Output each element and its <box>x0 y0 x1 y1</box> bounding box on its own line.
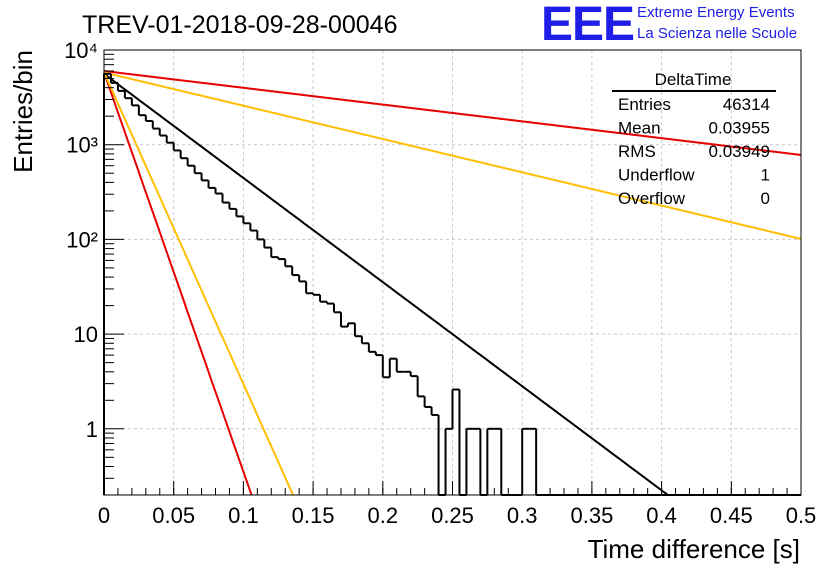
axis-ticks <box>103 49 802 496</box>
stats-box: DeltaTime Entries 46314 Mean 0.03955 RMS 0.03… <box>612 70 776 208</box>
x-tick-label: 0.5 <box>786 503 817 528</box>
x-tick-labels: 0 0.05 0.1 0.15 0.2 0.25 0.3 0.35 0.4 0.45 0.5 <box>98 503 816 528</box>
stats-label: RMS <box>618 142 656 161</box>
x-tick-label: 0.25 <box>431 503 474 528</box>
x-axis-label: Time difference [s] <box>588 534 800 564</box>
stats-label: Underflow <box>618 166 695 185</box>
stats-label: Entries <box>618 95 671 114</box>
brand-logo: EEE Extreme Energy Events La Scienza nel… <box>541 0 797 51</box>
brand-line-2: La Scienza nelle Scuole <box>637 25 797 42</box>
fit-curve <box>103 71 294 496</box>
stats-label: Mean <box>618 119 661 138</box>
stats-label: Overflow <box>618 189 686 208</box>
stats-rows: Entries 46314 Mean 0.03955 RMS 0.03949 Underfl… <box>618 95 770 208</box>
x-tick-label: 0.1 <box>228 503 259 528</box>
y-tick-label: 10² <box>66 227 98 252</box>
fit-curve <box>103 71 802 240</box>
x-tick-label: 0.2 <box>368 503 399 528</box>
stats-value: 0 <box>761 189 770 208</box>
y-tick-label: 10⁴ <box>64 38 98 63</box>
chart-title: TREV-01-2018-09-28-00046 <box>82 11 397 39</box>
fit-curve <box>103 72 253 496</box>
x-tick-label: 0.15 <box>292 503 335 528</box>
fit-curve <box>103 73 669 496</box>
stats-value: 46314 <box>723 95 770 114</box>
stats-value: 1 <box>761 166 770 185</box>
x-tick-label: 0.45 <box>710 503 753 528</box>
y-tick-label: 10³ <box>66 133 98 158</box>
y-axis-label: Entries/bin <box>8 50 38 173</box>
stats-name: DeltaTime <box>655 70 732 89</box>
y-tick-label: 1 <box>86 417 98 442</box>
x-tick-label: 0.3 <box>507 503 538 528</box>
fit-curves <box>103 70 802 496</box>
y-tick-labels: 1 10 10² 10³ 10⁴ <box>64 38 98 442</box>
brand-letters: EEE <box>541 0 634 51</box>
x-tick-label: 0 <box>98 503 110 528</box>
stats-value: 0.03955 <box>709 119 770 138</box>
x-tick-label: 0.05 <box>152 503 195 528</box>
fit-curve <box>103 70 801 156</box>
x-tick-label: 0.4 <box>646 503 677 528</box>
x-tick-label: 0.35 <box>570 503 613 528</box>
y-tick-label: 10 <box>74 322 98 347</box>
brand-line-1: Extreme Energy Events <box>637 4 795 21</box>
stats-value: 0.03949 <box>709 142 770 161</box>
